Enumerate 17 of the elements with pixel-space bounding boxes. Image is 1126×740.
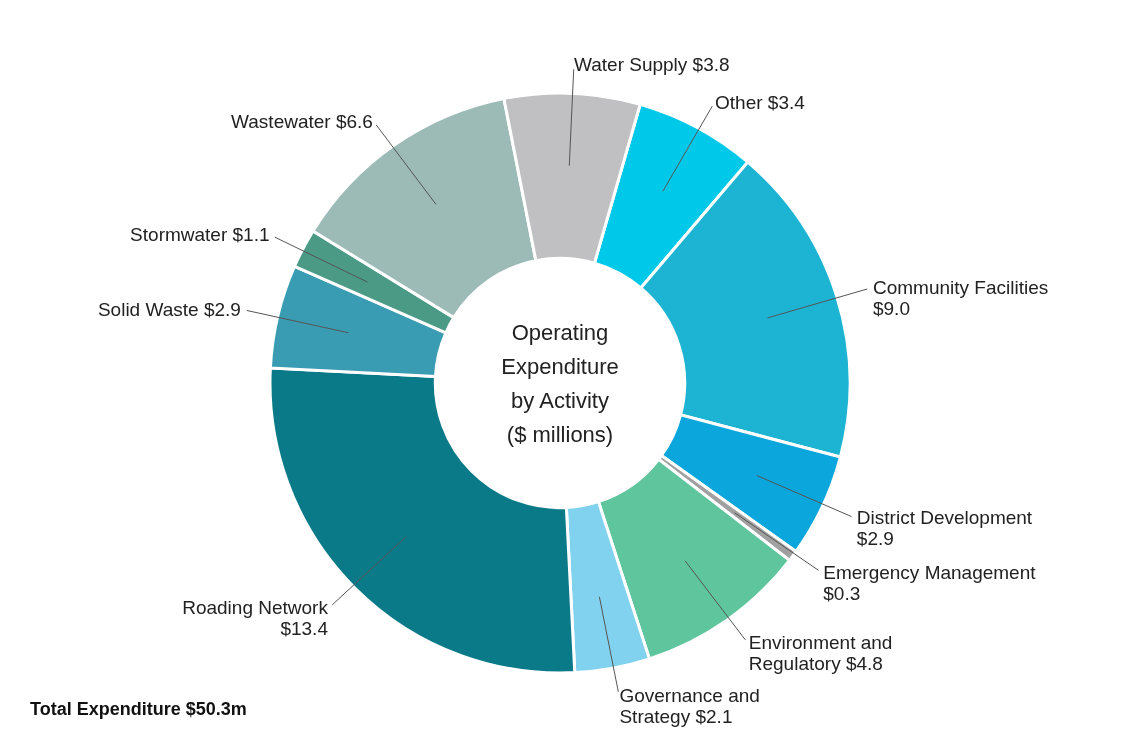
slice-label: Emergency Management [823, 561, 1037, 583]
slice-label: Other $3.4 [715, 91, 806, 113]
text: Operating Expenditure by Activity ($ millions) [501, 320, 619, 447]
data-label: $0.3 [823, 582, 861, 604]
text: Total Expenditure $50.3m [30, 699, 247, 719]
data-label: $13.4 [280, 617, 329, 639]
slice-label: Roading Network [182, 596, 329, 618]
slice-label: Water Supply $3.8 [573, 54, 730, 76]
data-label: $2.9 [856, 528, 894, 550]
slice-label: Wastewater $6.6 [231, 110, 373, 132]
slice-label: Environment and Regulatory $4.8 [748, 632, 893, 675]
slice-label: Stormwater $1.1 [130, 224, 270, 246]
slice-label: Governance and Strategy $2.1 [619, 684, 760, 727]
data-label: $9.0 [872, 297, 910, 319]
slice-label: District Development [856, 507, 1033, 529]
slice-label: Solid Waste $2.9 [97, 298, 241, 320]
slice-label: Community Facilities [872, 276, 1049, 298]
